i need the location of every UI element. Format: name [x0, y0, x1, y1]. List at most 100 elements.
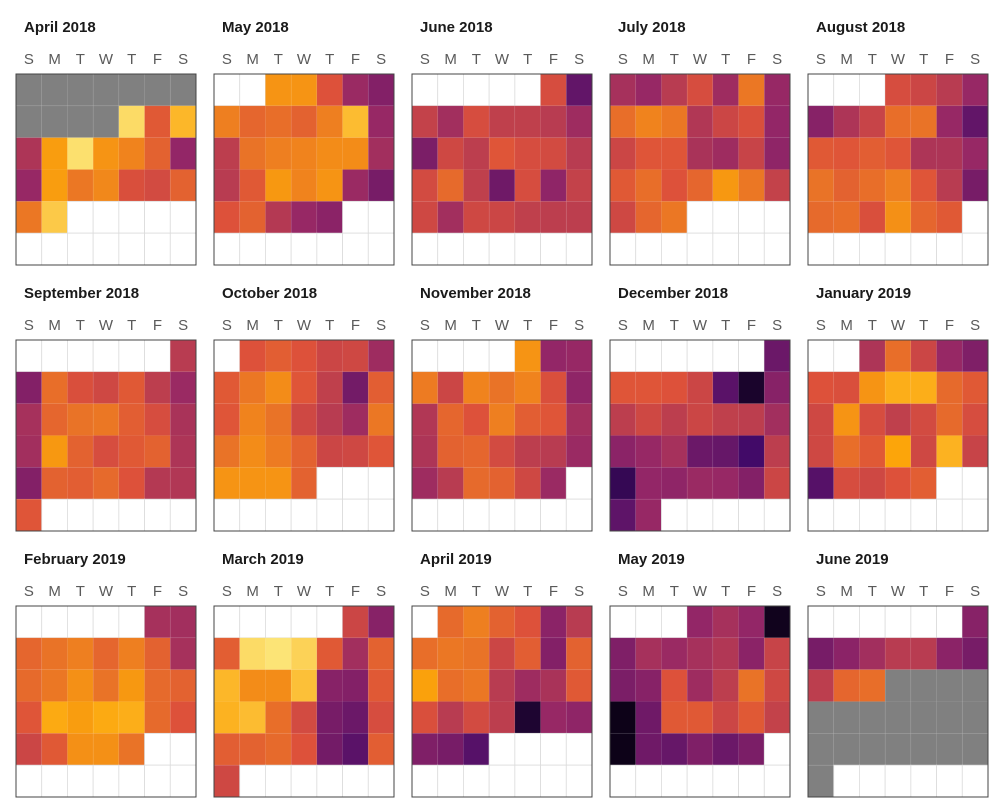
- day-cell: [661, 137, 688, 170]
- weekday-label: S: [178, 317, 188, 334]
- day-cell: [961, 339, 989, 373]
- day-cell: [41, 73, 68, 107]
- day-cell: [265, 669, 292, 702]
- day-cell: [565, 105, 593, 139]
- day-cell: [712, 169, 739, 202]
- empty-cell: [609, 339, 637, 373]
- day-cell: [712, 466, 739, 500]
- day-cell: [118, 403, 145, 436]
- day-cell: [565, 435, 593, 468]
- day-cell: [661, 466, 688, 500]
- day-cell: [15, 669, 43, 702]
- day-cell: [67, 701, 94, 734]
- weekday-label: T: [325, 317, 334, 334]
- day-cell: [686, 371, 714, 405]
- weekday-label: F: [945, 317, 954, 334]
- day-cell: [367, 732, 395, 766]
- month-frame: [807, 605, 989, 798]
- day-cell: [169, 105, 197, 139]
- day-cell: [661, 73, 688, 107]
- day-cell: [609, 137, 637, 170]
- day-cell: [92, 105, 120, 139]
- empty-cell: [565, 764, 593, 798]
- day-cell: [514, 105, 541, 139]
- month-title: March 2019: [222, 551, 304, 568]
- day-cell: [686, 637, 714, 671]
- day-cell: [367, 169, 395, 202]
- empty-cell: [565, 232, 593, 266]
- weekday-label: T: [919, 317, 928, 334]
- day-cell: [437, 701, 464, 734]
- month-title: April 2019: [420, 551, 492, 568]
- day-cell: [565, 403, 593, 436]
- empty-cell: [41, 764, 68, 798]
- day-cell: [411, 435, 439, 468]
- day-cell: [118, 466, 145, 500]
- day-cell: [936, 339, 963, 373]
- day-cell: [67, 466, 94, 500]
- day-cell: [290, 105, 318, 139]
- day-cell: [712, 637, 739, 671]
- empty-cell: [118, 232, 145, 266]
- day-cell: [144, 137, 171, 170]
- empty-cell: [859, 764, 886, 798]
- empty-cell: [437, 232, 464, 266]
- day-cell: [936, 669, 963, 702]
- day-cell: [833, 669, 860, 702]
- day-cell: [316, 435, 343, 468]
- weekday-label: T: [325, 583, 334, 600]
- day-cell: [738, 732, 765, 766]
- day-cell: [488, 637, 516, 671]
- day-cell: [540, 669, 567, 702]
- day-cell: [661, 371, 688, 405]
- day-cell: [290, 466, 318, 500]
- day-cell: [239, 637, 266, 671]
- day-cell: [635, 498, 662, 532]
- day-cell: [910, 669, 937, 702]
- day-cell: [463, 669, 490, 702]
- empty-cell: [316, 466, 343, 500]
- day-cell: [635, 105, 662, 139]
- day-cell: [763, 339, 791, 373]
- day-cell: [565, 605, 593, 639]
- weekday-label: S: [178, 583, 188, 600]
- empty-cell: [514, 498, 541, 532]
- day-cell: [738, 403, 765, 436]
- empty-cell: [936, 232, 963, 266]
- empty-cell: [936, 605, 963, 639]
- empty-cell: [540, 732, 567, 766]
- day-cell: [463, 403, 490, 436]
- day-cell: [712, 137, 739, 170]
- day-cell: [342, 137, 369, 170]
- weekday-label: M: [246, 51, 259, 68]
- day-cell: [15, 435, 43, 468]
- day-cell: [342, 605, 369, 639]
- day-cell: [290, 435, 318, 468]
- day-cell: [738, 466, 765, 500]
- weekday-label: S: [574, 317, 584, 334]
- day-cell: [92, 669, 120, 702]
- day-cell: [92, 137, 120, 170]
- weekday-label: S: [816, 317, 826, 334]
- day-cell: [859, 637, 886, 671]
- day-cell: [635, 732, 662, 766]
- day-cell: [316, 732, 343, 766]
- weekday-label: F: [153, 583, 162, 600]
- day-cell: [807, 105, 835, 139]
- empty-cell: [859, 498, 886, 532]
- weekday-label: T: [472, 51, 481, 68]
- weekday-label: S: [222, 317, 232, 334]
- day-cell: [92, 169, 120, 202]
- day-cell: [169, 669, 197, 702]
- empty-cell: [565, 732, 593, 766]
- day-cell: [833, 403, 860, 436]
- weekday-label: T: [523, 317, 532, 334]
- empty-cell: [239, 605, 266, 639]
- empty-cell: [41, 498, 68, 532]
- day-cell: [437, 200, 464, 234]
- day-cell: [833, 435, 860, 468]
- day-cell: [807, 371, 835, 405]
- day-cell: [41, 137, 68, 170]
